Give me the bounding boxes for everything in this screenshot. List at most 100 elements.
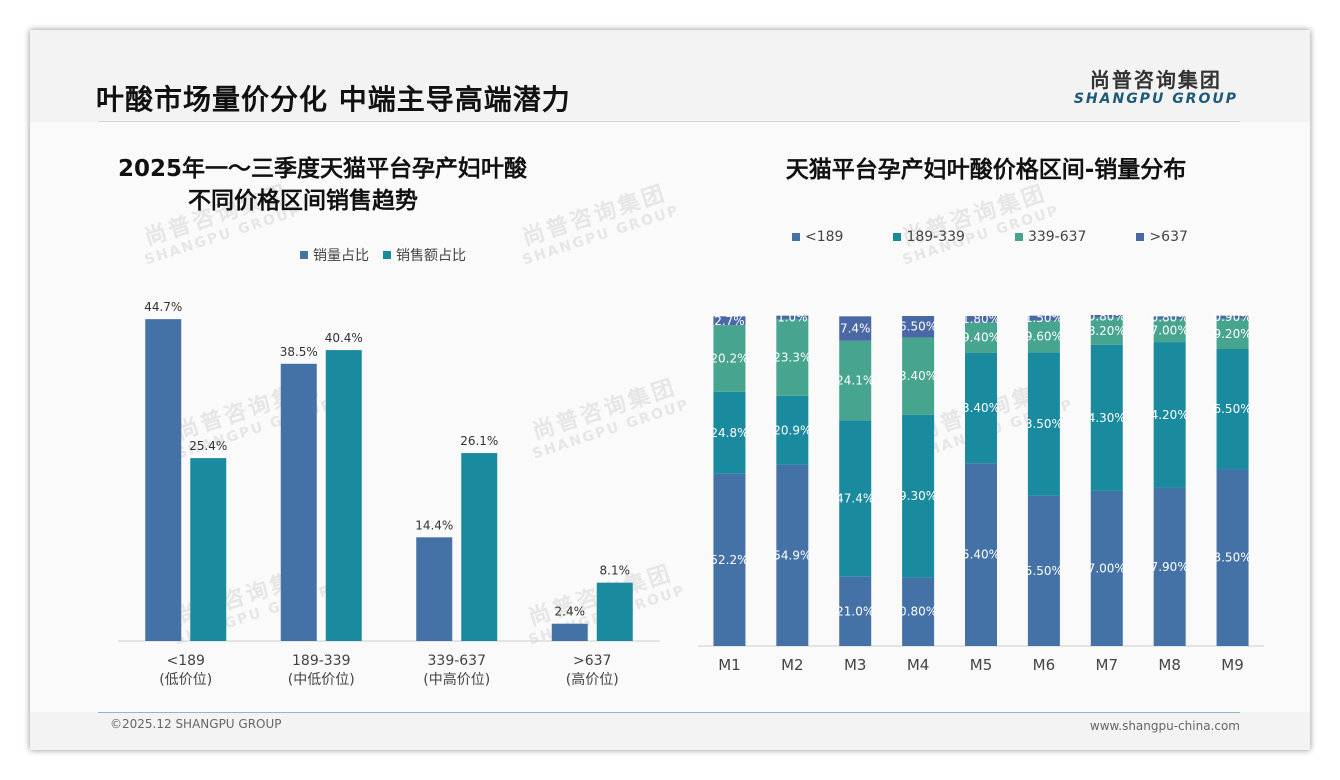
bar-segment (776, 395, 809, 465)
tick-label: M4 (907, 656, 930, 674)
legend-label: 销量占比 (313, 248, 369, 264)
legend-swatch (792, 233, 800, 241)
bar-segment (776, 318, 809, 396)
legend-label: 189-339 (906, 229, 965, 245)
tick-label: M1 (718, 656, 741, 674)
bar (325, 350, 362, 641)
page-title: 叶酸市场量价分化 中端主导高端潜力 (96, 83, 571, 116)
footer-copyright: ©2025.12 SHANGPU GROUP (110, 717, 282, 731)
bar-segment (1216, 315, 1249, 319)
data-label: 0.90% (1213, 310, 1251, 324)
bar (596, 582, 633, 641)
bar-segment (839, 576, 872, 646)
bar (280, 363, 317, 641)
bar-segment (902, 337, 935, 415)
data-label: 3.40% (962, 401, 1000, 415)
tick-sublabel: (中低价位) (288, 672, 355, 688)
logo-english: SHANGPU GROUP (1073, 91, 1238, 107)
data-label: 4.20% (1151, 408, 1189, 422)
bar (416, 537, 453, 641)
left-chart-title: 2025年一～三季度天猫平台孕产妇叶酸 不同价格区间销售趋势 (118, 153, 528, 217)
tick-label: M7 (1096, 656, 1119, 674)
right-chart-title: 天猫平台孕产妇叶酸价格区间-销量分布 (785, 157, 1187, 183)
bar (145, 319, 182, 641)
legend-swatch (300, 251, 308, 259)
data-label: 4.30% (1088, 411, 1126, 425)
data-label: 6.50% (1213, 402, 1251, 416)
legend-swatch (383, 251, 391, 259)
data-label: 1.50% (1025, 311, 1063, 325)
bar-segment (965, 352, 997, 464)
footer-website: www.shangpu-china.com (1089, 719, 1240, 733)
data-label: 23.3% (773, 350, 811, 364)
bar (190, 458, 227, 641)
legend-item-sales-amount: 销售额占比 (383, 245, 466, 265)
data-label: 0.80% (1088, 309, 1126, 323)
data-label: 52.2% (710, 553, 748, 567)
bar-segment (1216, 349, 1249, 470)
tick-label: M3 (844, 656, 867, 674)
legend-swatch (1136, 233, 1145, 241)
data-label: 20.9% (773, 423, 811, 437)
bar-segment (839, 340, 872, 421)
data-label: 20.2% (710, 352, 748, 366)
bar-segment (1153, 318, 1186, 343)
bar-segment (965, 321, 997, 353)
data-label: 6.50% (899, 320, 937, 334)
data-label: 9.40% (962, 330, 1000, 344)
bar-segment (1153, 342, 1186, 488)
slide: 尚普咨询集团 SHANGPU GROUP 尚普咨询集团 SHANGPU GROUP … (30, 30, 1310, 750)
tick-label: M5 (970, 656, 993, 674)
tick-label: 339-637 (428, 653, 487, 669)
bar-segment (965, 463, 997, 646)
data-label: 24.8% (710, 426, 748, 440)
data-label: 3.50% (1213, 551, 1251, 565)
data-label: 1.80% (962, 312, 1000, 326)
tick-label: M6 (1033, 656, 1056, 674)
tick-label: M9 (1221, 656, 1244, 674)
bar-segment (1027, 352, 1060, 496)
data-label: 7.00% (1151, 324, 1189, 338)
bar-segment (713, 325, 746, 392)
tick-label: 189-339 (292, 653, 351, 669)
data-label: 3.40% (899, 369, 937, 383)
logo-chinese: 尚普咨询集团 (1089, 68, 1222, 92)
tick-sublabel: (低价位) (159, 672, 212, 688)
legend-item-339-637: 339-637 (1014, 229, 1086, 245)
data-label: 21.0% (836, 604, 874, 618)
data-label: 9.60% (1025, 329, 1063, 343)
data-label: 9.30% (899, 489, 937, 503)
left-chart-title-line1: 2025年一～三季度天猫平台孕产妇叶酸 (118, 156, 528, 182)
footer-divider (98, 712, 1240, 713)
title-divider (98, 121, 1240, 122)
data-label: 0.80% (899, 605, 937, 619)
bar-segment (713, 391, 746, 474)
tick-label: M2 (781, 656, 804, 674)
data-label: 38.5% (280, 345, 318, 359)
legend-item-sales-volume: 销量占比 (300, 245, 369, 265)
legend-label: 销售额占比 (396, 248, 466, 264)
data-label: 40.4% (325, 331, 363, 345)
left-chart-legend: 销量占比 销售额占比 (300, 245, 480, 265)
data-label: 47.4% (836, 491, 874, 505)
right-chart-legend: <189 189-339 339-637 >637 (792, 229, 1202, 245)
left-bar-chart: 44.7% 25.4% <189 (低价位) 38.5% 40.4% 189-339 (中低价… (118, 300, 660, 688)
bar (461, 453, 498, 641)
bar-segment (776, 315, 809, 319)
bar-segment (713, 316, 746, 326)
data-label: 24.1% (836, 374, 874, 388)
data-label: 8.1% (600, 564, 631, 578)
data-label: 44.7% (144, 300, 182, 314)
tick-label: >637 (573, 653, 611, 669)
tick-sublabel: (中高价位) (423, 671, 490, 688)
data-label: 8.20% (1088, 324, 1126, 338)
bar-segment (1153, 316, 1186, 319)
legend-label: <189 (805, 229, 844, 245)
bar-segment (776, 464, 809, 646)
data-label: 9.20% (1213, 327, 1251, 341)
data-label: 3.50% (1025, 417, 1063, 431)
legend-swatch (1014, 233, 1023, 241)
bar-segment (839, 420, 872, 577)
bar-segment (1090, 344, 1123, 491)
bar-segment (1027, 315, 1060, 321)
